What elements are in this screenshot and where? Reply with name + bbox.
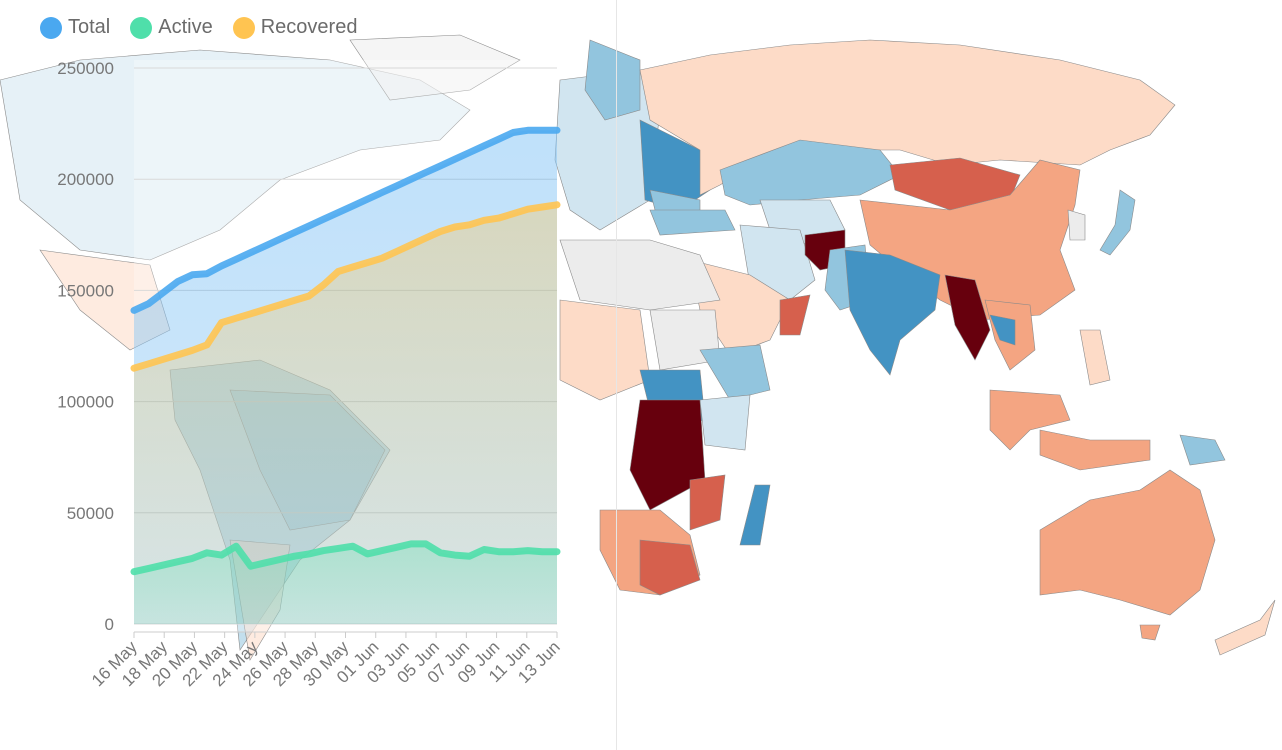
map-region-mozambique	[689, 474, 726, 531]
legend-dot-icon	[40, 16, 62, 39]
y-tick-label: 150000	[57, 281, 114, 300]
series-line-total[interactable]	[130, 126, 561, 314]
series-line-recovered[interactable]	[130, 201, 561, 372]
map-region-myanmar	[944, 274, 991, 361]
map-region-nz	[1214, 599, 1276, 656]
map-region-australia	[1039, 469, 1216, 616]
map-region-north-america	[0, 49, 471, 261]
chart-areas	[134, 130, 557, 625]
legend-dot-icon	[232, 16, 255, 39]
map-region-oman	[779, 294, 811, 336]
map-region-tasmania	[1139, 624, 1161, 641]
map-region-turkey	[649, 209, 736, 236]
map-region-east-africa	[699, 394, 751, 451]
map-region-ethiopia	[699, 344, 771, 401]
y-tick-label: 100000	[57, 393, 114, 412]
y-tick-label: 200000	[57, 170, 114, 189]
legend-label-active: Active	[158, 16, 213, 38]
series-area-active	[134, 543, 557, 624]
map-region-kazakhstan	[719, 139, 901, 206]
map-region-indonesia-east	[1039, 429, 1151, 471]
y-tick-label: 250000	[57, 59, 114, 78]
map-region-north-africa	[559, 239, 721, 311]
panel-divider	[616, 0, 617, 750]
map-region-korea	[1067, 209, 1086, 241]
map-region-laos	[989, 314, 1016, 346]
map-region-png	[1179, 434, 1226, 466]
chart-lines	[130, 126, 561, 576]
map-region-west-africa	[559, 299, 651, 401]
map-region-south-africa	[639, 539, 701, 596]
legend-item-recovered[interactable]: Recovered	[232, 16, 358, 39]
y-tick-label: 0	[105, 615, 114, 634]
series-area-recovered	[134, 204, 557, 625]
series-line-active[interactable]	[130, 540, 561, 576]
chart-legend: Total Active Recovered	[40, 16, 357, 39]
map-region-india	[844, 249, 941, 376]
map-region-madagascar	[739, 484, 771, 546]
legend-label-total: Total	[68, 16, 111, 38]
y-tick-label: 50000	[67, 504, 114, 523]
y-axis-ticks: 0 50000 100000 150000 200000 250000	[57, 59, 114, 634]
map-region-japan	[1099, 189, 1136, 256]
legend-dot-icon	[130, 16, 153, 39]
map-region-drc	[629, 399, 706, 511]
legend-item-total[interactable]: Total	[40, 16, 110, 39]
legend-item-active[interactable]: Active	[130, 16, 213, 39]
legend-label-recovered: Recovered	[260, 16, 358, 38]
map-region-indonesia	[989, 389, 1071, 451]
map-region-philippines	[1079, 329, 1111, 386]
map-region-scandinavia	[584, 39, 641, 121]
